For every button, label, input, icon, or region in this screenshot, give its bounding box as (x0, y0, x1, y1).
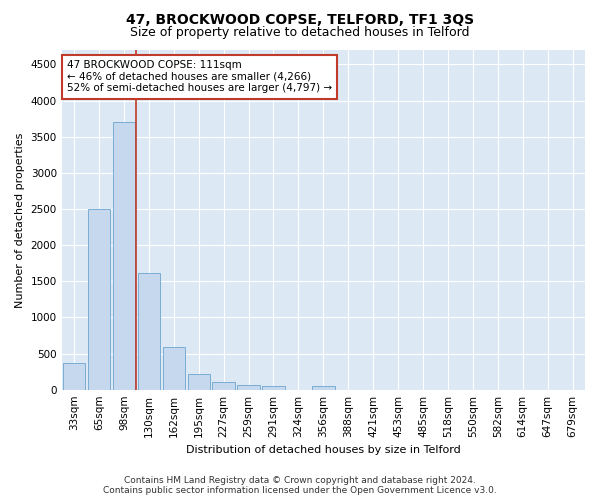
Text: 47 BROCKWOOD COPSE: 111sqm
← 46% of detached houses are smaller (4,266)
52% of s: 47 BROCKWOOD COPSE: 111sqm ← 46% of deta… (67, 60, 332, 94)
Bar (63, 363, 85, 390)
Bar (262, 386, 285, 390)
Text: 47, BROCKWOOD COPSE, TELFORD, TF1 3QS: 47, BROCKWOOD COPSE, TELFORD, TF1 3QS (126, 12, 474, 26)
Bar (137, 272, 160, 390)
Bar (188, 374, 210, 390)
Bar (312, 386, 335, 390)
Text: Contains HM Land Registry data © Crown copyright and database right 2024.
Contai: Contains HM Land Registry data © Crown c… (103, 476, 497, 495)
Bar (212, 382, 235, 390)
X-axis label: Distribution of detached houses by size in Telford: Distribution of detached houses by size … (186, 445, 461, 455)
Bar (113, 122, 135, 390)
Text: Size of property relative to detached houses in Telford: Size of property relative to detached ho… (130, 26, 470, 39)
Bar (88, 209, 110, 390)
Y-axis label: Number of detached properties: Number of detached properties (15, 132, 25, 308)
Bar (238, 384, 260, 390)
Bar (163, 347, 185, 390)
